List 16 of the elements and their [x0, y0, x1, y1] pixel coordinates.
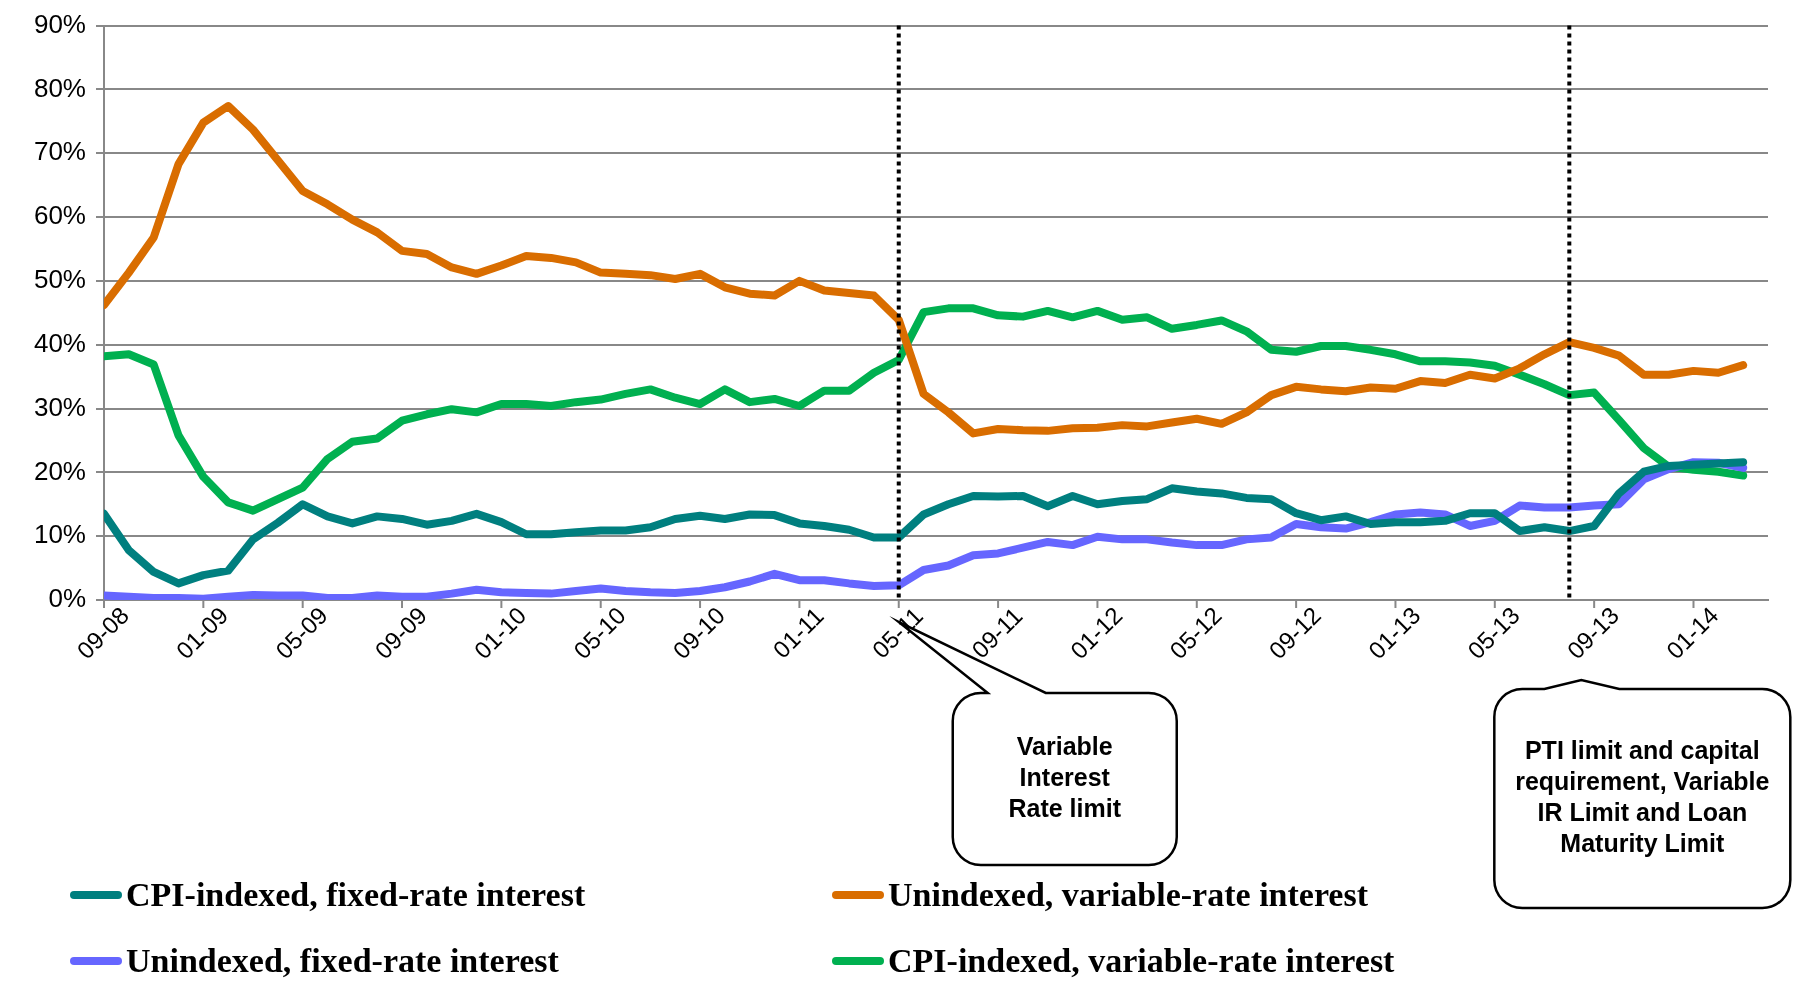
y-tick-label: 90%: [33, 8, 86, 39]
y-tick-label: 70%: [33, 136, 86, 167]
legend-label: CPI-indexed, variable-rate interest: [888, 942, 1395, 980]
y-tick-label: 30%: [33, 391, 86, 422]
text: PTI limit and capital requirement, Variable IR Limit and Loan Maturity Limit: [1515, 735, 1770, 857]
legend-label: Unindexed, fixed-rate interest: [126, 942, 559, 980]
y-tick-label: 20%: [33, 455, 86, 486]
legend-label: CPI-indexed, fixed-rate interest: [126, 876, 586, 914]
legend-label: Unindexed, variable-rate interest: [888, 876, 1369, 914]
y-tick-label: 10%: [33, 519, 86, 550]
y-tick-label: 50%: [33, 264, 86, 295]
y-tick-label: 0%: [48, 583, 86, 614]
text: Variable Interest Rate limit: [1008, 731, 1122, 822]
y-tick-label: 80%: [33, 72, 86, 103]
y-tick-label: 40%: [33, 327, 86, 358]
y-tick-label: 60%: [33, 200, 86, 231]
